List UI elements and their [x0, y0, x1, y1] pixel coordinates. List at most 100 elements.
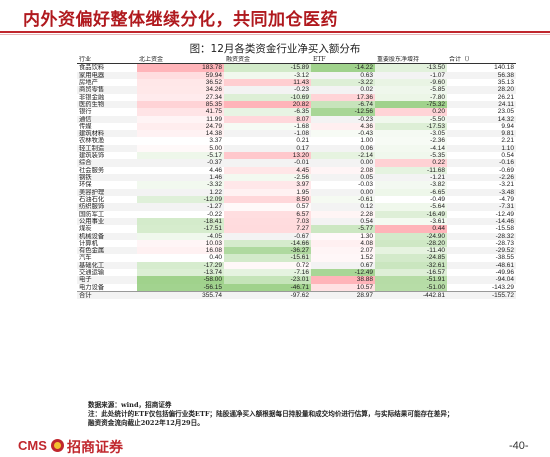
value-cell: 10.03	[137, 239, 224, 248]
industry-cell: 家用电器	[77, 71, 137, 79]
value-cell: -0.22	[207, 210, 222, 218]
value-cell: 28.97	[311, 291, 375, 300]
value-cell: -1.21	[375, 174, 447, 182]
value-cell: -15.58	[495, 225, 514, 233]
value-cell: -28.20	[375, 239, 447, 248]
value-cell: 0.44	[375, 225, 447, 233]
value-cell: -14.66	[224, 239, 311, 248]
table-row: 医药生物 85.35 20.82 -6.74 -75.32 24.11	[77, 100, 516, 109]
industry-cell: 社会服务	[79, 166, 105, 174]
industry-cell: 商贸零售	[77, 86, 137, 94]
value-cell: 24.11	[447, 100, 516, 109]
value-cell: -46.71	[224, 283, 311, 292]
industry-cell: 公用事业	[77, 217, 137, 226]
value-cell: -94.04	[447, 276, 516, 284]
value-cell: -4.79	[499, 195, 514, 203]
table-row: 建筑装饰 -5.17 13.20 -2.14 -5.35 0.54	[77, 152, 516, 160]
value-cell: -2.14	[311, 152, 375, 160]
value-cell: -1.68	[224, 122, 311, 131]
value-cell: 0.05	[311, 174, 375, 182]
table-row: 机械设备 -4.05 -0.67 1.30 -24.90 -28.32	[77, 232, 516, 240]
value-cell: -17.29	[137, 261, 224, 270]
table-row: 商贸零售 34.26 -0.23 0.02 -5.85 28.20	[77, 86, 516, 94]
value-cell: -48.61	[447, 261, 516, 270]
value-cell: -12.49	[311, 269, 375, 277]
header: 内外资偏好整体继续分化，共同加仓医药	[0, 0, 550, 35]
table-row: 农林牧渔 3.37 0.21 1.00 -2.36 2.21	[77, 137, 516, 145]
value-cell: 8.07	[224, 115, 311, 123]
value-cell: 11.99	[137, 115, 224, 123]
value-cell: -3.22	[311, 78, 375, 87]
column-header: ETF	[311, 56, 375, 65]
value-cell: 2.28	[311, 210, 375, 218]
value-cell: -17.53	[375, 122, 447, 131]
value-cell: -0.01	[224, 159, 311, 167]
value-cell: -5.35	[375, 152, 447, 160]
industry-cell: 农林牧渔	[79, 137, 105, 145]
table-row: 计算机 10.03 -14.66 4.08 -28.20 -28.73	[77, 239, 516, 248]
value-cell: 0.22	[375, 159, 447, 167]
table-row: 非银金融 27.34 -10.69 17.36 -7.80 26.21	[77, 93, 516, 101]
page-title: 内外资偏好整体继续分化，共同加仓医药	[23, 10, 338, 30]
value-cell: -0.23	[311, 115, 375, 123]
value-cell: -36.27	[224, 247, 311, 255]
value-cell: 0.06	[311, 144, 375, 153]
table-row: 家用电器 59.94 -3.12 0.63 -1.07 56.38	[77, 71, 516, 79]
column-header: 行业	[77, 56, 137, 65]
value-cell: -6.74	[311, 100, 375, 109]
industry-cell: 交通运输	[79, 269, 105, 277]
value-cell: 1.10	[447, 144, 516, 153]
value-cell: -75.32	[375, 100, 447, 109]
value-cell: -18.41	[137, 217, 224, 226]
industry-cell: 国防军工	[79, 210, 105, 218]
value-cell: 34.26	[137, 86, 224, 94]
value-cell: -58.00	[137, 276, 224, 284]
column-header: 合计（）	[447, 56, 516, 65]
flow-table: 行业 北上资金 融资资金 ETF 重要股东净增持 合计（） 食品饮料 183.78 -15.8…	[77, 56, 516, 300]
value-cell: -49.96	[495, 269, 514, 277]
value-cell: 6.57	[224, 210, 311, 218]
value-cell: 11.43	[224, 78, 311, 87]
value-cell: -9.60	[375, 78, 447, 87]
industry-cell: 钢铁	[77, 174, 137, 182]
value-cell: 17.36	[311, 93, 375, 101]
table-row: 房地产 36.52 11.43 -3.22 -9.60 35.13	[77, 78, 516, 87]
value-cell: 2.07	[311, 247, 375, 255]
table-row: 通信 11.99 8.07 -0.23 -5.50 14.32	[77, 115, 516, 123]
value-cell: -12.56	[311, 108, 375, 116]
value-cell: 0.02	[311, 86, 375, 94]
value-cell: 355.74	[137, 291, 224, 300]
value-cell: -3.12	[224, 71, 311, 79]
value-cell: 0.12	[311, 203, 375, 211]
value-cell: -2.36	[375, 137, 447, 145]
column-header: 融资资金	[224, 56, 311, 65]
value-cell: -0.03	[358, 181, 373, 189]
value-cell: -51.00	[375, 283, 447, 292]
table-row: 美容护理 1.22 1.95 0.00 -6.65 -3.48	[77, 188, 516, 196]
value-cell: -6.35	[224, 108, 311, 116]
value-cell: 4.45	[224, 166, 311, 174]
value-cell: -15.61	[224, 254, 311, 262]
value-cell: 23.05	[497, 108, 514, 116]
industry-cell: 电子	[77, 276, 137, 284]
value-cell: -3.48	[447, 188, 516, 196]
industry-cell: 传媒	[79, 122, 92, 130]
industry-cell: 医药生物	[77, 100, 137, 109]
value-cell: -13.74	[137, 269, 224, 277]
value-cell: 9.81	[447, 130, 516, 138]
table-body: 食品饮料 183.78 -15.89 -14.22 -13.50 140.18 家用电器 59…	[77, 63, 516, 300]
industry-cell: 电力设备	[79, 283, 105, 291]
value-cell: 7.03	[224, 217, 311, 226]
value-cell: 26.21	[497, 93, 514, 101]
value-cell: -28.32	[447, 232, 516, 240]
value-cell: 4.36	[311, 122, 375, 131]
value-cell: -2.26	[447, 174, 516, 182]
value-cell: -7.80	[375, 93, 447, 101]
value-cell: 0.72	[224, 261, 311, 270]
table-row: 合计 355.74 -97.62 28.97 -442.81 -155.72	[77, 291, 516, 300]
value-cell: -0.69	[499, 166, 514, 174]
value-cell: 27.34	[137, 93, 224, 101]
table-row: 社会服务 4.46 4.45 2.08 -11.68 -0.69	[77, 166, 516, 174]
value-cell: 0.17	[224, 144, 311, 153]
value-cell: 2.21	[501, 137, 514, 145]
